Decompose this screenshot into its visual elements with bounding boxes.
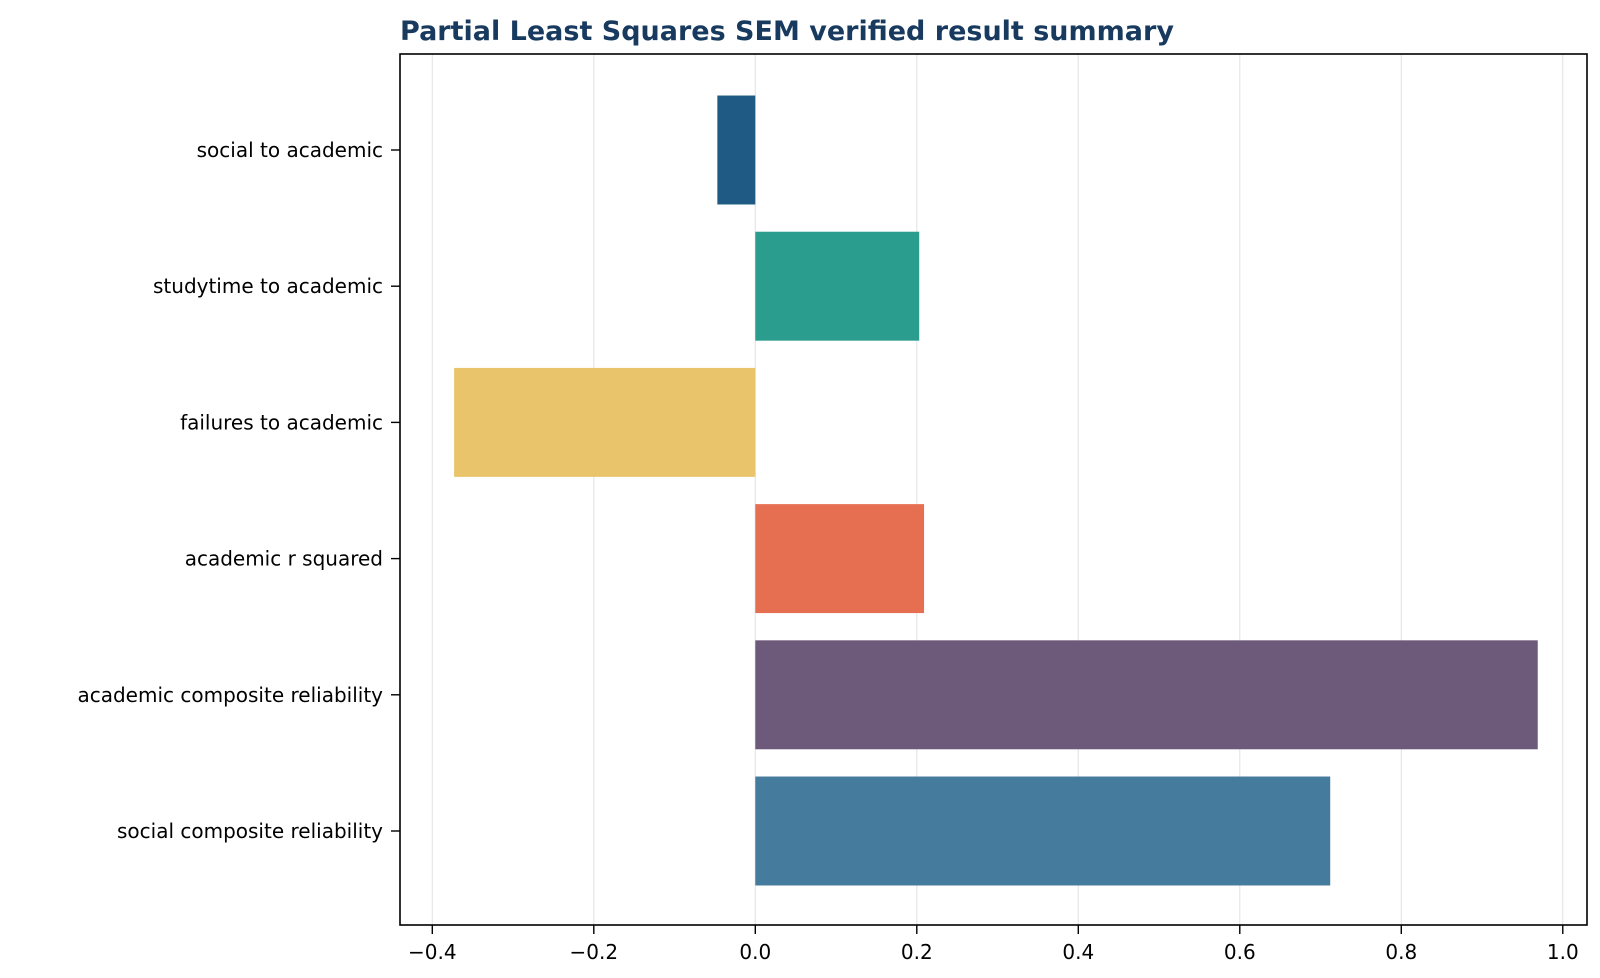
x-tick-label-6: 0.8	[1385, 940, 1417, 964]
bars	[454, 95, 1538, 886]
y-tick-label-3: academic r squared	[185, 547, 383, 571]
x-tick-label-3: 0.2	[901, 940, 933, 964]
y-tick-label-0: social to academic	[197, 138, 383, 162]
chart-title: Partial Least Squares SEM verified resul…	[400, 16, 1174, 47]
bar-3	[755, 504, 925, 614]
x-tick-label-7: 1.0	[1547, 940, 1579, 964]
y-tick-label-4: academic composite reliability	[77, 683, 383, 707]
bar-2	[454, 367, 756, 477]
bar-0	[717, 95, 756, 205]
y-tick-label-5: social composite reliability	[117, 819, 383, 843]
y-tick-label-1: studytime to academic	[153, 274, 383, 298]
x-tick-label-5: 0.6	[1224, 940, 1256, 964]
x-tick-label-4: 0.4	[1062, 940, 1094, 964]
bar-5	[755, 776, 1331, 886]
bar-4	[755, 640, 1538, 750]
x-axis: −0.4 −0.2 0.0 0.2 0.4 0.6 0.8 1.0	[408, 925, 1579, 964]
plot-frame	[399, 53, 1588, 926]
x-tick-label-2: 0.0	[739, 940, 771, 964]
bar-1	[755, 231, 920, 341]
x-tick-label-1: −0.2	[570, 940, 619, 964]
x-tick-label-0: −0.4	[408, 940, 457, 964]
y-tick-label-2: failures to academic	[180, 410, 383, 434]
y-axis: social to academic studytime to academic f…	[77, 138, 400, 843]
